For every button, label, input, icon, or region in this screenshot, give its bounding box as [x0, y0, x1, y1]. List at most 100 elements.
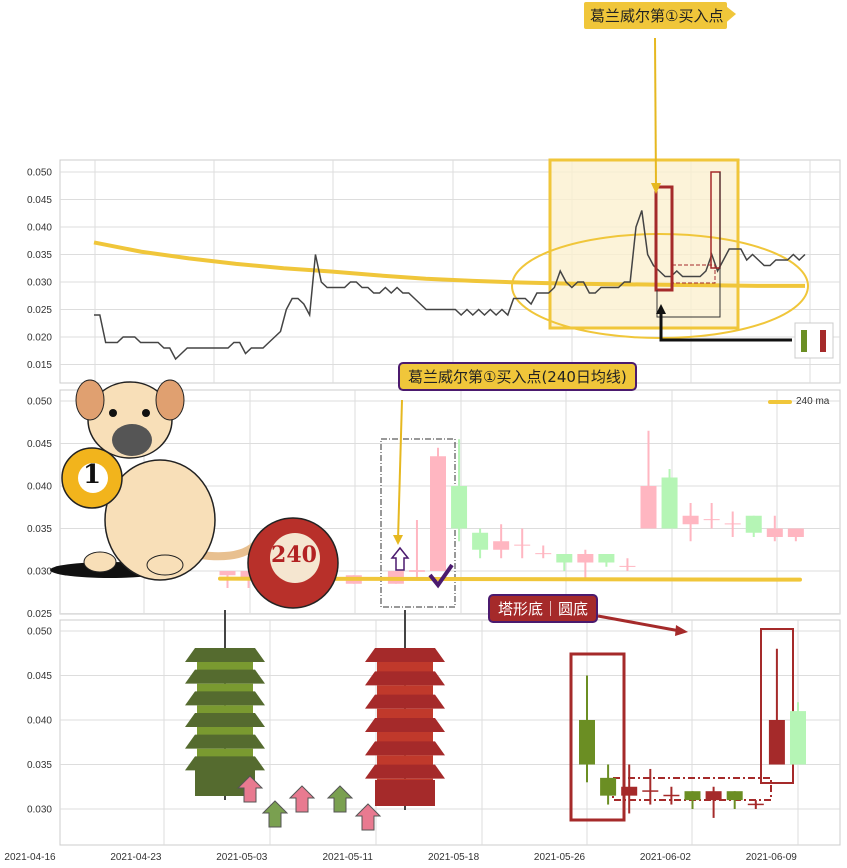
- y-tick-label: 0.050: [27, 627, 52, 638]
- x-tick-label: 2021-05-03: [216, 852, 268, 863]
- pagoda-roof: [185, 648, 265, 662]
- bottom-callout-text: 塔形底｜圆底: [498, 600, 589, 618]
- candle-body: [682, 515, 699, 525]
- candle-body: [577, 554, 594, 563]
- y-tick-label: 0.045: [27, 439, 52, 450]
- small-arrow-icon: [354, 803, 382, 831]
- candle-body: [514, 544, 531, 546]
- pagoda-wall: [377, 732, 433, 744]
- candle-body: [579, 720, 595, 765]
- candle-body: [451, 486, 468, 529]
- tower-bottom-callout: 塔形底｜圆底: [488, 594, 599, 623]
- candle-body: [619, 565, 636, 567]
- mini-pagoda-icon: [801, 330, 807, 352]
- x-tick-label: 2021-05-11: [322, 852, 373, 863]
- dog-eye: [109, 409, 117, 417]
- top-callout-text: 葛兰威尔第①买入点: [590, 7, 724, 25]
- pagoda-roof: [365, 671, 445, 686]
- x-tick-label: 2021-04-16: [4, 852, 56, 863]
- y-tick-label: 0.040: [27, 716, 52, 727]
- ball-1-label: 1: [82, 460, 102, 490]
- callout-arrowhead-icon: [393, 535, 403, 545]
- red-pagoda-illustration: [365, 610, 445, 810]
- pagoda-wall: [377, 662, 433, 674]
- candle-body: [768, 720, 785, 765]
- legend-thumbnail: [794, 322, 834, 359]
- y-tick-label: 0.025: [27, 609, 52, 620]
- x-tick-label: 2021-06-02: [640, 852, 692, 863]
- pagoda-roof: [185, 734, 265, 749]
- candle-body: [535, 553, 552, 555]
- mid-buy-point-callout: 葛兰威尔第①买入点(240日均线): [398, 362, 637, 391]
- pagoda-roof: [365, 764, 445, 779]
- callout-arrow-line: [654, 37, 657, 189]
- y-tick-label: 0.035: [27, 250, 52, 261]
- pagoda-roof: [185, 756, 265, 771]
- dog-paw: [83, 551, 117, 573]
- top-buy-point-callout: 葛兰威尔第①买入点: [584, 2, 728, 29]
- y-tick-label: 0.050: [27, 397, 52, 408]
- mini-pagoda-icon: [820, 330, 826, 352]
- candle-body: [472, 532, 489, 550]
- pagoda-wall: [377, 708, 433, 721]
- ma-240-line: [93, 240, 805, 288]
- red-box-marker: [654, 185, 674, 292]
- pagoda-roof: [185, 669, 265, 684]
- y-tick-label: 0.030: [27, 567, 52, 578]
- callout-arrowhead-icon: [675, 625, 688, 636]
- dog-body: [104, 459, 216, 581]
- arrow-head-icon: [656, 304, 666, 314]
- ball-240-label: 240: [271, 542, 317, 568]
- legend-swatch: [768, 399, 792, 404]
- x-tick-label: 2021-06-09: [746, 852, 798, 863]
- pagoda-roof: [365, 694, 445, 709]
- candle-body: [745, 515, 762, 533]
- candle-body: [663, 794, 680, 797]
- y-tick-label: 0.030: [27, 278, 52, 289]
- y-tick-label: 0.045: [27, 671, 52, 682]
- candle-body: [598, 554, 615, 563]
- callout-arrowhead-icon: [651, 183, 661, 194]
- candle-body: [724, 523, 741, 525]
- mid-callout-text: 葛兰威尔第①买入点(240日均线): [408, 368, 627, 386]
- dog-ear: [155, 379, 185, 421]
- ball-label-disc: [78, 463, 108, 493]
- dash-box-marker: [671, 264, 716, 284]
- ball-label-disc: [270, 533, 320, 583]
- small-arrow-icon: [236, 775, 264, 803]
- price-line: [94, 210, 806, 361]
- y-tick-label: 0.015: [27, 360, 52, 371]
- pagoda-wall: [377, 685, 433, 698]
- y-tick-label: 0.040: [27, 482, 52, 493]
- up-arrow-icon: [390, 546, 410, 571]
- candle-body: [430, 456, 446, 571]
- dog-illustration: [50, 379, 258, 581]
- candle-body: [600, 777, 617, 796]
- y-tick-label: 0.025: [27, 305, 52, 316]
- candle-body: [766, 528, 783, 537]
- candle-body: [640, 486, 657, 529]
- pagoda-roof: [365, 718, 445, 732]
- dog-ear: [75, 379, 105, 421]
- legend-label: 240 ma: [796, 396, 830, 407]
- x-tick-label: 2021-05-26: [534, 852, 586, 863]
- pagoda-roof: [365, 648, 445, 662]
- legend-240ma: 240 ma: [768, 396, 829, 407]
- pagoda-roof: [185, 713, 265, 727]
- candle-body: [684, 791, 701, 801]
- candle-body: [642, 790, 659, 792]
- small-arrow-icon: [261, 800, 289, 828]
- x-tick-label: 2021-04-23: [110, 852, 162, 863]
- candle-body: [219, 571, 236, 576]
- candle-body: [726, 791, 743, 801]
- y-tick-label: 0.030: [27, 805, 52, 816]
- y-tick-label: 0.035: [27, 760, 52, 771]
- checkmark-icon: [428, 563, 454, 589]
- candle-body: [790, 711, 806, 765]
- pagoda-roof: [365, 741, 445, 756]
- candle-body: [408, 570, 425, 572]
- candle-body: [621, 786, 638, 796]
- y-tick-label: 0.035: [27, 524, 52, 535]
- y-tick-label: 0.050: [27, 168, 52, 179]
- candle-body: [703, 519, 720, 521]
